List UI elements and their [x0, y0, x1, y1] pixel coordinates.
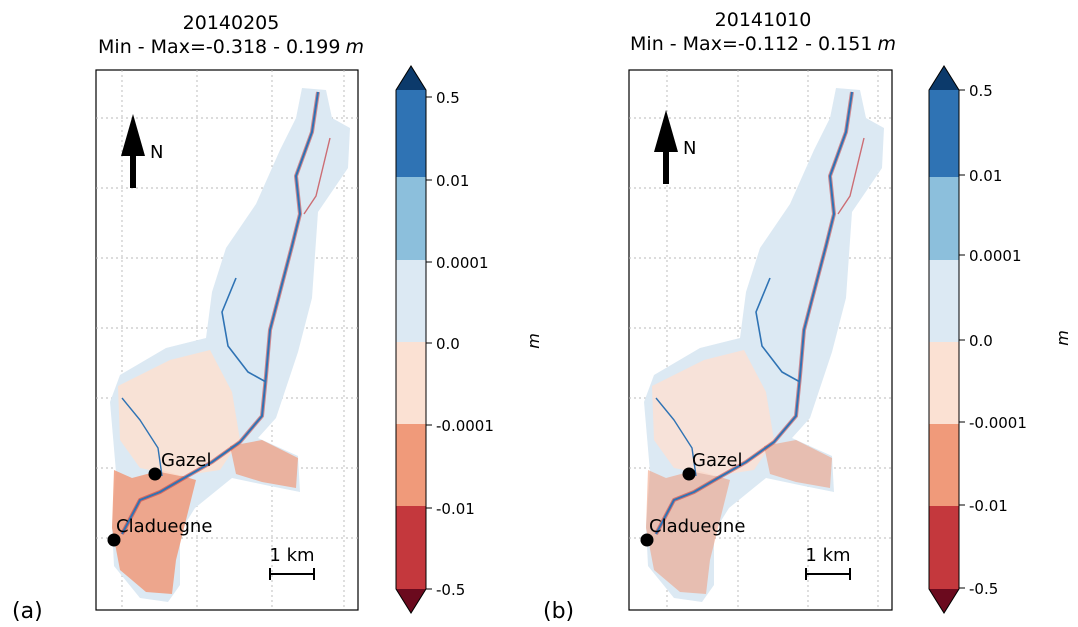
panel-b-light-zone: [652, 350, 774, 476]
panel-a-gazel-marker: [148, 467, 162, 481]
panel-b-title-values: -0.112 - 0.151: [738, 33, 873, 55]
panel-b-place-claduegne: Claduegne: [640, 516, 745, 547]
panel-a-colorbar: 0.5 0.01 0.0001 0.0 -0.0001 -0.01 -0.5 m: [395, 65, 543, 614]
panel-b-cb-tick-4: 0.0: [969, 332, 993, 350]
panel-b-cb-tick-7: -0.5: [969, 580, 998, 598]
panel-b-cb-unit: m: [1053, 330, 1072, 346]
panel-b-title-unit: m: [877, 33, 896, 55]
panel-a-title-range: Min - Max=-0.318 - 0.199 m: [98, 36, 364, 58]
panel-a-scale-label: 1 km: [269, 545, 314, 566]
panel-a-colorbar-over: [396, 66, 426, 90]
panel-a-cb-tick-7: -0.5: [436, 581, 465, 599]
panel-a-light-zone: [118, 350, 240, 476]
panel-a-colorbar-bin-4: [396, 342, 426, 424]
panel-a-title-date: 20140205: [183, 12, 280, 34]
panel-b-gazel-marker: [682, 467, 696, 481]
panel-a-colorbar-bin-6: [396, 506, 426, 589]
panel-a-colorbar-bin-1: [396, 90, 426, 177]
panel-b-colorbar-bin-4: [929, 342, 959, 424]
panel-a-colorbar-bin-3: [396, 260, 426, 342]
panel-a: 20140205 Min - Max=-0.318 - 0.199 m: [12, 12, 543, 624]
panel-a-title-values: -0.318 - 0.199: [206, 36, 341, 58]
panel-a-gazel-label: Gazel: [161, 450, 212, 471]
panel-b-title-date: 20141010: [715, 9, 812, 31]
panel-b-colorbar: 0.5 0.01 0.0001 0.0 -0.0001 -0.01 -0.5 m: [928, 65, 1072, 614]
panel-a-colorbar-under: [396, 589, 426, 613]
panel-b-catchment: [644, 88, 884, 602]
panel-b-cb-tick-2: 0.01: [969, 167, 1002, 185]
panel-b-title-prefix: Min - Max=: [630, 33, 738, 55]
panel-b-cb-tick-6: -0.01: [969, 497, 1008, 515]
panel-a-cb-tick-1: 0.5: [436, 89, 460, 107]
panel-a-title-prefix: Min - Max=: [98, 36, 206, 58]
panel-a-cb-tick-2: 0.01: [436, 172, 469, 190]
panel-b-place-gazel: Gazel: [682, 450, 743, 481]
panel-a-colorbar-bin-5: [396, 424, 426, 506]
panel-a-title-unit: m: [345, 36, 364, 58]
panel-b-title-range: Min - Max=-0.112 - 0.151 m: [630, 33, 896, 55]
panel-b-claduegne-marker: [640, 533, 654, 547]
panel-b-cb-tick-5: -0.0001: [969, 414, 1027, 432]
panel-a-claduegne-label: Claduegne: [116, 516, 212, 537]
panel-a-north-arrow: N: [121, 114, 163, 188]
panel-a-cb-tick-3: 0.0001: [436, 254, 489, 272]
panel-b-orange-zone: [646, 470, 730, 594]
panel-b-channels: [654, 91, 865, 535]
panel-b-colorbar-under: [929, 589, 959, 613]
panel-b-north-arrow: N: [654, 110, 696, 184]
panel-b-eastern-arm: [764, 440, 832, 488]
panel-a-cb-tick-5: -0.0001: [436, 417, 494, 435]
panel-b: 20141010 Min - Max=-0.112 - 0.151 m: [543, 9, 1072, 624]
panel-a-orange-zone: [112, 470, 196, 594]
panel-b-label: (b): [543, 599, 574, 624]
panel-b-colorbar-bin-2: [929, 177, 959, 260]
panel-a-eastern-arm: [230, 440, 298, 488]
panel-b-colorbar-bin-5: [929, 424, 959, 506]
panel-a-scale-bar: 1 km: [269, 545, 315, 580]
panel-b-colorbar-bin-1: [929, 90, 959, 177]
panel-b-cb-tick-3: 0.0001: [969, 247, 1022, 265]
panel-a-place-claduegne: Claduegne: [107, 516, 212, 547]
panel-a-label: (a): [12, 599, 43, 624]
panel-b-north-label: N: [683, 138, 696, 159]
panel-a-cb-tick-4: 0.0: [436, 335, 460, 353]
panel-b-scale-label: 1 km: [805, 545, 850, 566]
panel-a-claduegne-marker: [107, 533, 121, 547]
panel-a-cb-tick-6: -0.01: [436, 500, 475, 518]
panel-a-north-label: N: [150, 142, 163, 163]
panel-a-colorbar-bin-2: [396, 177, 426, 260]
panel-b-colorbar-bin-3: [929, 260, 959, 342]
panel-a-place-gazel: Gazel: [148, 450, 212, 481]
panel-b-cb-tick-1: 0.5: [969, 82, 993, 100]
panel-b-colorbar-bin-6: [929, 506, 959, 589]
panel-b-scale-bar: 1 km: [805, 545, 851, 580]
panel-a-channels: [120, 91, 331, 535]
panel-a-cb-unit: m: [524, 333, 543, 349]
panel-a-catchment: [110, 88, 350, 602]
panel-b-gazel-label: Gazel: [692, 450, 743, 471]
panel-b-colorbar-over: [929, 66, 959, 90]
panel-b-claduegne-label: Claduegne: [649, 516, 745, 537]
